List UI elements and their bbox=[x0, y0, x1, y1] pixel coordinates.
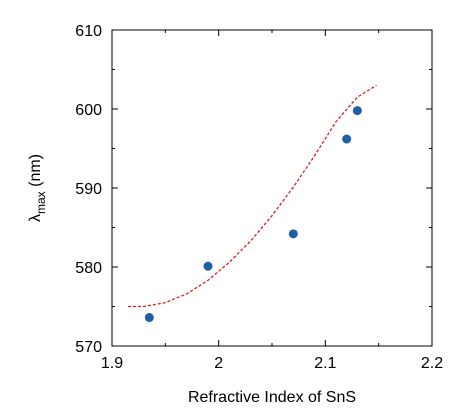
data-point bbox=[203, 261, 213, 271]
y-tick-label: 590 bbox=[75, 181, 102, 198]
x-tick-label: 2 bbox=[214, 355, 223, 372]
y-axis-label-symbol: λ bbox=[27, 214, 44, 222]
data-point bbox=[342, 134, 352, 144]
y-tick-label: 600 bbox=[75, 102, 102, 119]
data-point bbox=[352, 106, 362, 116]
x-tick-label: 2.1 bbox=[314, 355, 336, 372]
y-axis-label-unit: (nm) bbox=[27, 154, 44, 191]
fit-curve bbox=[128, 84, 377, 308]
plot-frame bbox=[111, 29, 433, 347]
y-tick-label: 570 bbox=[75, 339, 102, 356]
y-axis-label: λmax (nm) bbox=[27, 154, 48, 222]
x-tick-labels: 1.9 2 2.1 2.2 bbox=[101, 355, 443, 372]
y-tick-labels: 570 580 590 600 610 bbox=[75, 23, 102, 356]
data-points bbox=[144, 106, 362, 323]
axis-ticks bbox=[111, 29, 433, 347]
y-axis-label-subscript: max bbox=[34, 191, 48, 214]
data-point bbox=[144, 313, 154, 323]
x-tick-label: 2.2 bbox=[421, 355, 443, 372]
data-point bbox=[288, 229, 298, 239]
x-axis-label: Refractive Index of SnS bbox=[188, 389, 356, 406]
y-tick-label: 580 bbox=[75, 260, 102, 277]
x-tick-label: 1.9 bbox=[101, 355, 123, 372]
y-tick-label: 610 bbox=[75, 23, 102, 40]
